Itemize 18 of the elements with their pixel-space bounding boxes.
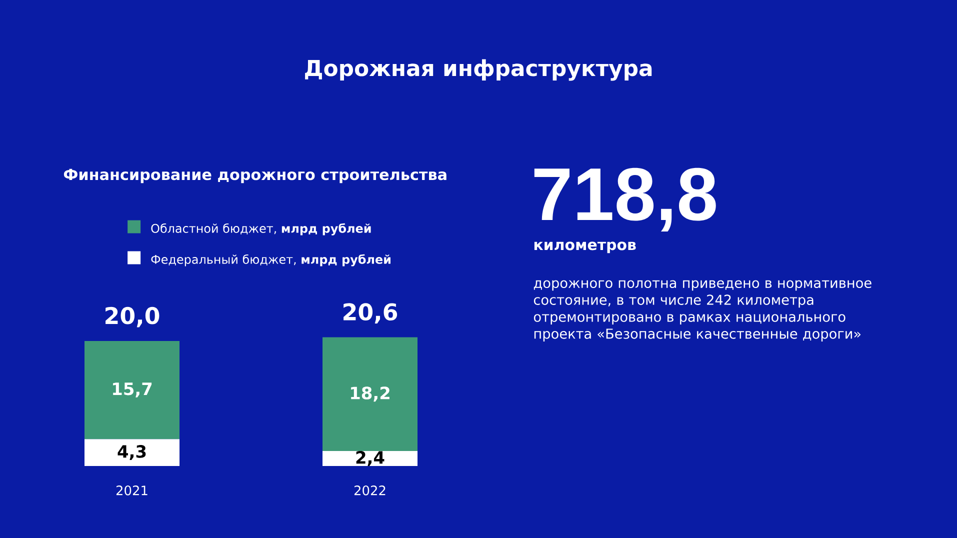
bar — [322, 337, 418, 451]
text: километров — [534, 242, 636, 254]
bar — [84, 340, 180, 440]
total-label: 20,6 — [344, 303, 398, 324]
legend-label: Областной бюджет, млрд рублей — [151, 223, 371, 236]
chart-subtitle: Финансирование дорожного строительства — [64, 168, 446, 184]
total-label: 20,0 — [106, 306, 160, 328]
text: 718,8 — [534, 168, 716, 232]
data-label: 18,2 — [351, 386, 390, 402]
bar — [84, 439, 180, 466]
x-tick-label: 2021 — [116, 486, 148, 496]
data-label: 4,3 — [118, 445, 146, 460]
data-label: 2,4 — [356, 451, 384, 466]
legend-label: Федеральный бюджет, млрд рублей — [151, 254, 390, 266]
data-label: 15,7 — [113, 382, 152, 398]
chart-title: Дорожная инфраструктура — [305, 59, 652, 81]
x-tick-label: 2022 — [354, 486, 386, 496]
text: дорожного полотна приведено в нормативное состояние, в том числе 242 километра отремонтировано в рамках национального проекта «Безопасные качественные дороги» — [534, 280, 872, 342]
